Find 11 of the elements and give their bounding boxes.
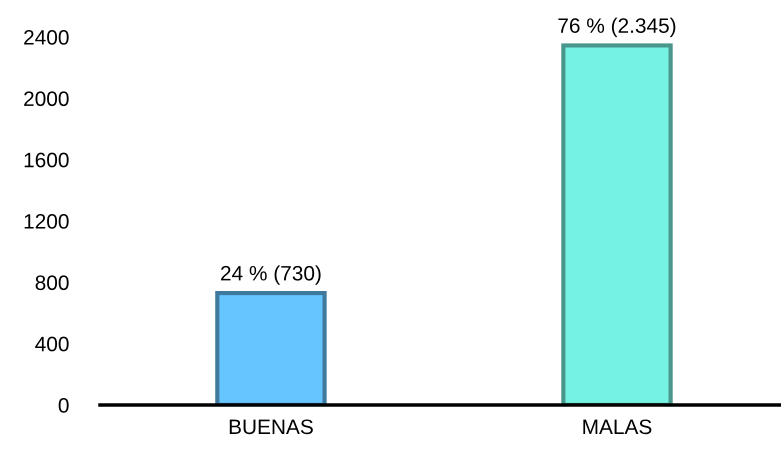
y-tick-label: 400: [35, 336, 69, 352]
y-tick-label: 0: [58, 398, 69, 413]
x-tick-label: BUENAS: [230, 419, 313, 434]
x-tick-label: MALAS: [583, 419, 652, 434]
y-tick-label: 1200: [24, 214, 69, 229]
y-tick-label: 2400: [24, 30, 69, 45]
data-label: 76 % (2.345): [558, 18, 676, 38]
y-tick-label: 2000: [24, 91, 69, 106]
data-label: 24 % (730): [221, 265, 321, 285]
y-tick-label: 800: [36, 275, 69, 290]
y-tick-label: 1600: [24, 152, 69, 168]
